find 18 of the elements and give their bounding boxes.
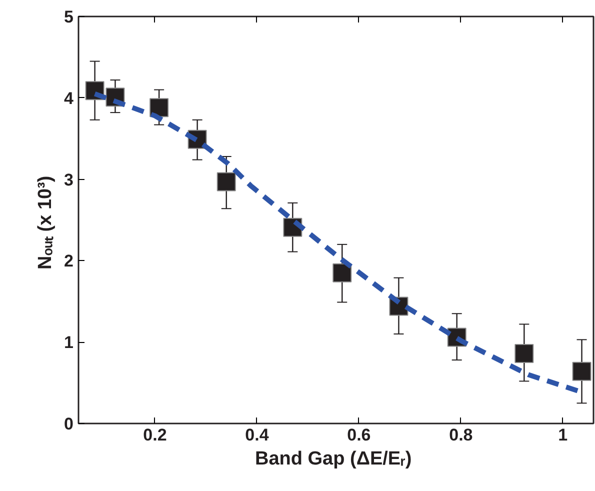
x-tick-label: 0.6 (347, 426, 371, 444)
y-tick-label: 2 (64, 252, 74, 271)
x-tick-label: 0.2 (143, 426, 167, 444)
point (332, 263, 352, 282)
y-axis-title: Nₒᵤₜ (x 10³) (35, 176, 56, 270)
y-tick-label: 0 (64, 414, 74, 434)
y-tick-label: 3 (64, 170, 74, 190)
y-tick-label: 5 (64, 8, 74, 26)
point (150, 98, 169, 118)
point (572, 362, 592, 381)
x-tick-label: 0.4 (245, 426, 270, 444)
y-tick-label: 1 (64, 333, 74, 352)
y-tick-label: 4 (64, 88, 74, 108)
x-tick-label: 1 (558, 426, 568, 444)
x-tick-label: 0.8 (449, 426, 473, 444)
point (514, 344, 534, 363)
x-axis-title: Band Gap (ΔE/Eᵣ) (254, 448, 412, 470)
point (216, 172, 236, 192)
